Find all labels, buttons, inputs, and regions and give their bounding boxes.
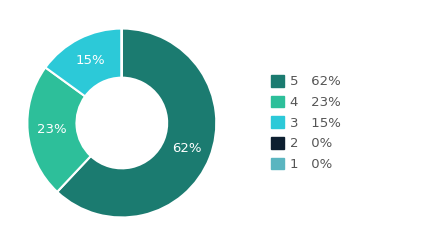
Wedge shape (57, 29, 216, 217)
Wedge shape (45, 29, 122, 96)
Text: 62%: 62% (172, 142, 202, 155)
Wedge shape (27, 67, 91, 192)
Legend: 5   62%, 4   23%, 3   15%, 2   0%, 1   0%: 5 62%, 4 23%, 3 15%, 2 0%, 1 0% (265, 70, 346, 176)
Text: 15%: 15% (75, 54, 105, 67)
Text: 23%: 23% (37, 123, 67, 136)
